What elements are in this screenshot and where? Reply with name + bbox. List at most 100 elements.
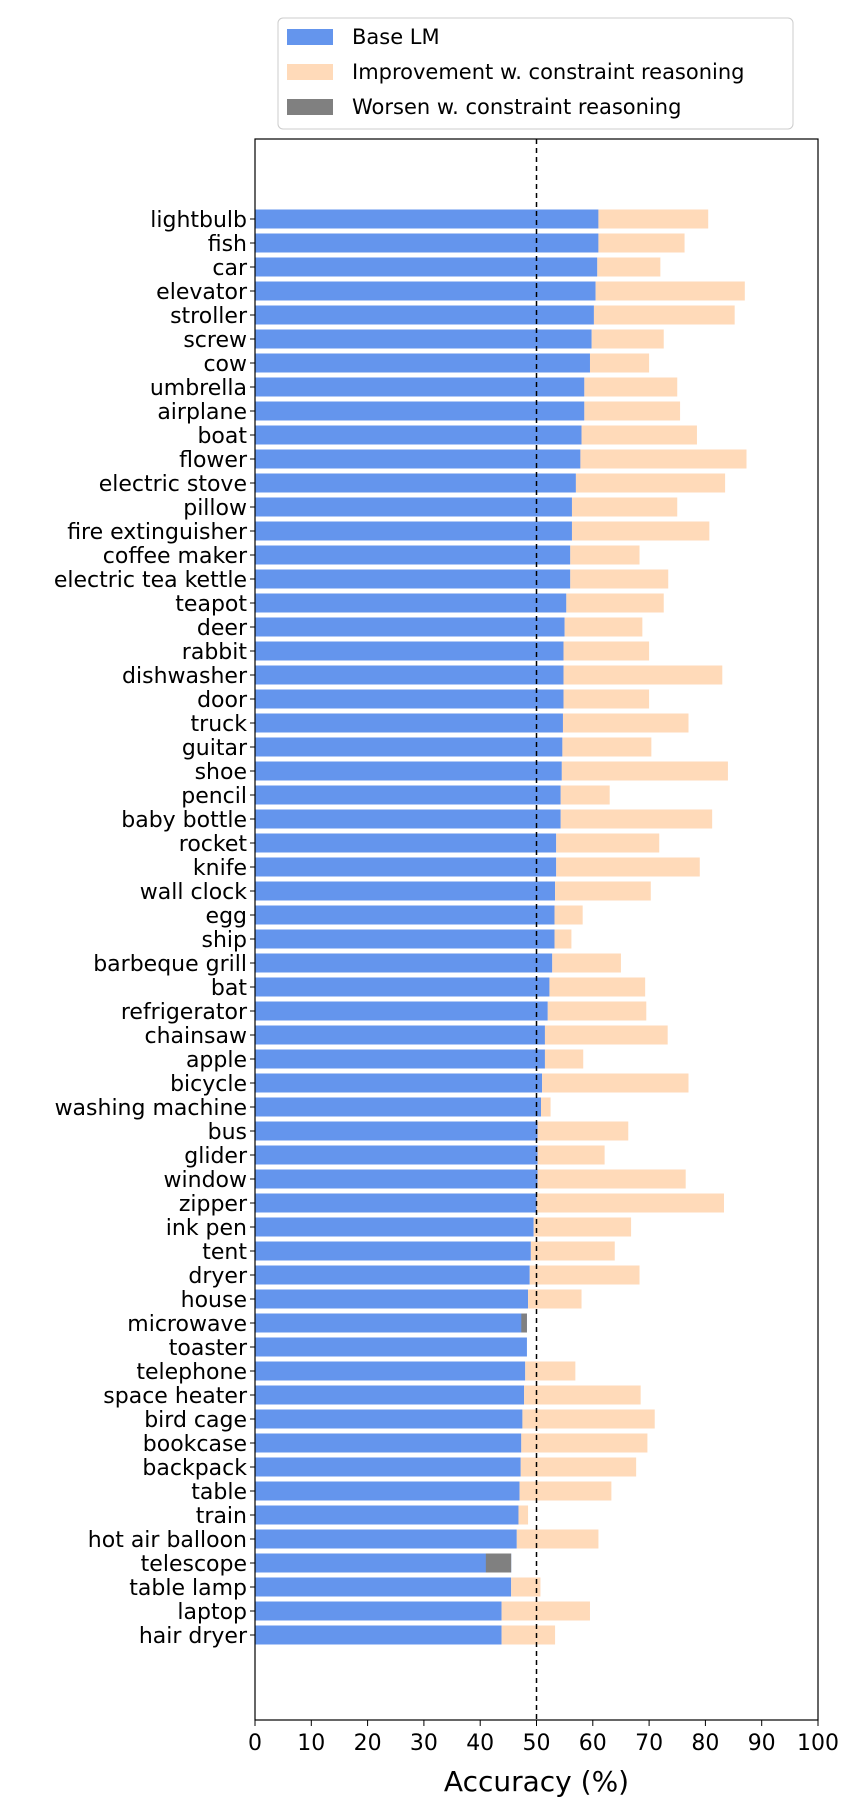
bar-improvement-tent [530,1241,615,1261]
x-tick-label-40: 40 [466,1731,494,1756]
bar-improvement-guitar [562,737,652,757]
bar-base-telescope [255,1553,512,1573]
x-tick-label-80: 80 [691,1731,719,1756]
y-tick-label-rocket: rocket [179,832,248,857]
y-tick-label-washing-machine: washing machine [55,1096,247,1121]
x-tick-label-100: 100 [797,1731,839,1756]
y-tick-label-car: car [212,256,248,281]
bar-base-toaster [255,1337,527,1357]
y-tick-label-dishwasher: dishwasher [122,664,248,689]
bar-base-window [255,1169,538,1189]
bar-base-hair-dryer [255,1625,502,1645]
x-tick-label-60: 60 [579,1731,607,1756]
bar-base-boat [255,425,582,445]
y-tick-label-backpack: backpack [142,1456,247,1481]
y-tick-label-apple: apple [186,1048,247,1073]
y-tick-label-telescope: telescope [141,1552,247,1577]
y-tick-label-tent: tent [202,1240,247,1265]
bar-base-wall-clock [255,881,556,901]
bar-improvement-hair-dryer [501,1625,556,1645]
y-tick-labels: lightbulbfishcarelevatorstrollerscrewcow… [54,208,255,1649]
bar-base-bat [255,977,550,997]
y-tick-label-teapot: teapot [175,592,247,617]
y-tick-label-airplane: airplane [157,400,247,425]
bar-base-table [255,1481,520,1501]
x-axis-ticks: 0 10 20 30 40 50 60 70 80 90 100 [248,1720,839,1756]
bar-improvement-lightbulb [598,209,709,229]
y-tick-label-door: door [197,688,248,713]
bar-improvement-rocket [556,833,660,853]
bar-improvement-bird-cage [522,1409,655,1429]
bar-base-pencil [255,785,561,805]
y-tick-label-deer: deer [197,616,248,641]
y-tick-label-table-lamp: table lamp [129,1576,247,1601]
y-tick-label-bicycle: bicycle [170,1072,247,1097]
y-tick-label-truck: truck [191,712,248,737]
bar-base-guitar [255,737,563,757]
y-tick-label-fish: fish [208,232,247,257]
y-tick-label-shoe: shoe [195,760,247,785]
bar-improvement-bat [549,977,646,997]
y-tick-label-rabbit: rabbit [182,640,248,665]
bar-base-chainsaw [255,1025,545,1045]
bar-improvement-boat [581,425,697,445]
y-tick-label-space-heater: space heater [103,1384,248,1409]
legend-swatch-improvement [287,64,333,80]
y-tick-label-bat: bat [211,976,247,1001]
y-tick-label-egg: egg [206,904,247,929]
y-tick-label-boat: boat [197,424,247,449]
y-tick-label-train: train [196,1504,247,1529]
bar-base-elevator [255,281,596,301]
y-tick-label-knife: knife [193,856,247,881]
bar-improvement-electric-tea-kettle [570,569,669,589]
bar-base-rabbit [255,641,564,661]
plot-frame [254,138,819,1721]
x-tick-label-0: 0 [248,1731,262,1756]
bar-base-truck [255,713,563,733]
legend-box [277,17,794,130]
bar-improvement-door [563,689,650,709]
bar-base-telephone [255,1361,526,1381]
y-tick-label-electric-tea-kettle: electric tea kettle [54,568,247,593]
y-tick-label-microwave: microwave [127,1312,247,1337]
bar-improvement-umbrella [584,377,678,397]
y-tick-label-screw: screw [183,328,247,353]
y-tick-label-umbrella: umbrella [150,376,247,401]
bar-base-washing-machine [255,1097,542,1117]
y-tick-label-bus: bus [208,1120,247,1145]
legend-label-worsen: Worsen w. constraint reasoning [352,95,681,119]
y-tick-label-refrigerator: refrigerator [121,1000,248,1025]
bar-improvement-fire-extinguisher [571,521,710,541]
bar-base-bicycle [255,1073,543,1093]
bar-base-stroller [255,305,594,325]
bar-improvement-electric-stove [575,473,726,493]
bar-base-laptop [255,1601,502,1621]
legend-label-improvement: Improvement w. constraint reasoning [352,60,745,84]
bar-improvement-window [537,1169,686,1189]
bar-improvement-screw [591,329,664,349]
bar-base-table-lamp [255,1577,512,1597]
bar-improvement-rabbit [563,641,650,661]
bar-base-dryer [255,1265,530,1285]
bar-improvement-deer [564,617,643,637]
bar-improvement-fish [598,233,685,253]
bar-base-egg [255,905,555,925]
y-tick-label-window: window [164,1168,247,1193]
bar-worsen-microwave [521,1313,527,1333]
y-tick-label-wall-clock: wall clock [140,880,247,905]
legend: Base LM Improvement w. constraint reasoni… [277,17,794,130]
bar-improvement-ink-pen [533,1217,632,1237]
y-tick-label-dryer: dryer [188,1264,248,1289]
y-tick-label-electric-stove: electric stove [99,472,247,497]
bar-improvement-washing-machine [541,1097,551,1117]
bar-improvement-hot-air-balloon [516,1529,599,1549]
y-tick-label-bookcase: bookcase [143,1432,247,1457]
bar-base-apple [255,1049,545,1069]
bar-improvement-knife [556,857,700,877]
x-tick-label-20: 20 [354,1731,382,1756]
bar-base-car [255,257,598,277]
bar-base-hot-air-balloon [255,1529,517,1549]
bar-improvement-baby-bottle [560,809,713,829]
